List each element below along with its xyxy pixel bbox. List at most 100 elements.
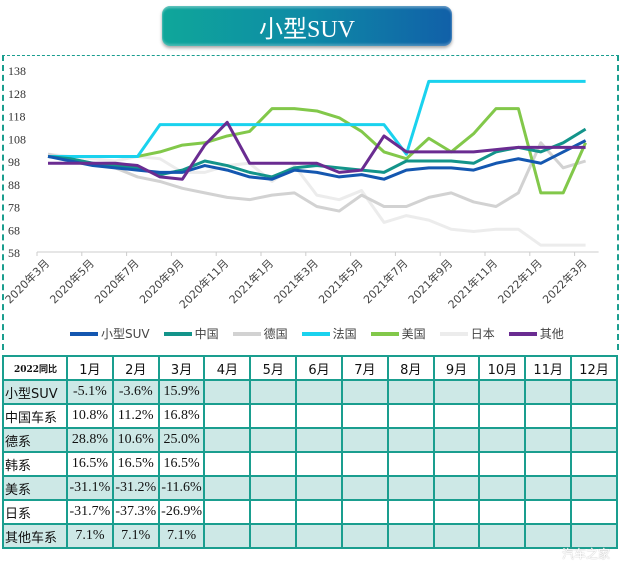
x-tick-label: 2022年3月	[540, 256, 590, 306]
y-tick-label: 138	[8, 64, 26, 78]
legend-item: 小型SUV	[70, 325, 150, 342]
table-row: 韩系 16.5% 16.5% 16.5%	[2, 451, 618, 477]
month-header: 1月	[66, 355, 114, 381]
row-label: 美系	[2, 475, 68, 501]
value-cell: 15.9%	[157, 379, 206, 405]
empty-cell	[249, 427, 298, 453]
table-row: 小型SUV -5.1% -3.6% 15.9%	[2, 379, 618, 405]
value-cell: 10.6%	[111, 427, 160, 453]
empty-cell	[524, 523, 573, 549]
y-tick-label: 78	[8, 201, 20, 215]
empty-cell	[249, 403, 298, 429]
empty-cell	[386, 379, 435, 405]
value-cell: -11.6%	[157, 475, 206, 501]
legend-swatch	[232, 331, 261, 336]
y-tick-label: 128	[8, 87, 26, 101]
value-cell: 16.5%	[111, 451, 160, 477]
table-row: 中国车系 10.8% 11.2% 16.8%	[2, 403, 618, 429]
legend-label: 小型SUV	[101, 327, 150, 341]
empty-cell	[203, 427, 252, 453]
empty-cell	[524, 475, 573, 501]
empty-cell	[203, 499, 252, 525]
table-row: 德系 28.8% 10.6% 25.0%	[2, 427, 618, 453]
month-header: 9月	[432, 355, 481, 381]
empty-cell	[340, 379, 389, 405]
line-chart: 58 68 78 88 98 108 118 128 138 2020年3月2020年5月2020…	[2, 64, 599, 311]
empty-cell	[478, 499, 527, 525]
empty-cell	[203, 523, 252, 549]
empty-cell	[340, 427, 389, 453]
value-cell: -26.9%	[157, 499, 206, 525]
empty-cell	[478, 403, 527, 429]
corner-cell: 2022同比	[2, 355, 68, 381]
empty-cell	[478, 523, 527, 549]
title-banner: 小型SUV	[162, 6, 452, 46]
legend-label: 其他	[539, 327, 564, 341]
empty-cell	[249, 379, 298, 405]
empty-cell	[432, 451, 481, 477]
value-cell: 7.1%	[66, 523, 114, 549]
empty-cell	[570, 523, 618, 549]
x-tick-label: 2021年1月	[226, 256, 276, 306]
row-label: 日系	[2, 499, 68, 525]
legend-item: 日本	[439, 325, 495, 342]
empty-cell	[524, 451, 573, 477]
empty-cell	[432, 427, 481, 453]
value-cell: -37.3%	[111, 499, 160, 525]
y-tick-label: 88	[8, 178, 20, 192]
value-cell: 16.8%	[157, 403, 206, 429]
empty-cell	[524, 379, 573, 405]
empty-cell	[249, 499, 298, 525]
empty-cell	[295, 427, 343, 453]
empty-cell	[478, 427, 527, 453]
x-tick-label: 2020年5月	[47, 256, 97, 306]
value-cell: 16.5%	[157, 451, 206, 477]
empty-cell	[432, 499, 481, 525]
y-tick-label: 108	[8, 132, 26, 146]
legend-swatch	[370, 331, 399, 336]
empty-cell	[340, 403, 389, 429]
empty-cell	[524, 499, 573, 525]
value-cell: -5.1%	[66, 379, 114, 405]
empty-cell	[295, 475, 343, 501]
value-cell: 16.5%	[66, 451, 114, 477]
legend-swatch	[163, 331, 192, 336]
legend-label: 法国	[332, 327, 357, 341]
y-tick-label: 68	[8, 223, 20, 237]
y-tick-label: 98	[8, 155, 20, 169]
table-row: 美系 -31.1% -31.2% -11.6%	[2, 475, 618, 501]
table-row: 日系 -31.7% -37.3% -26.9%	[2, 499, 618, 525]
legend-item: 德国	[232, 325, 288, 342]
value-cell: 11.2%	[111, 403, 160, 429]
empty-cell	[386, 499, 435, 525]
empty-cell	[203, 403, 252, 429]
month-header: 12月	[570, 355, 618, 381]
month-header: 10月	[478, 355, 527, 381]
empty-cell	[295, 499, 343, 525]
legend-label: 美国	[401, 327, 426, 341]
legend-item: 其他	[508, 325, 564, 342]
legend-swatch	[439, 331, 468, 336]
legend-swatch	[508, 331, 537, 336]
legend-label: 德国	[263, 327, 288, 341]
empty-cell	[570, 475, 618, 501]
empty-cell	[249, 523, 298, 549]
month-header: 8月	[386, 355, 435, 381]
x-tick-label: 2020年3月	[2, 256, 52, 306]
empty-cell	[432, 379, 481, 405]
empty-cell	[570, 499, 618, 525]
yoy-table: 2022同比 1月 2月 3月 4月 5月 6月 7月 8月 9月 10月 11月 12月 小型SUV -5…	[2, 355, 618, 549]
value-cell: 7.1%	[157, 523, 206, 549]
chart-legend: 小型SUV 中国 德国 法国 美国 日本 其他	[70, 325, 564, 342]
series-line-中国	[47, 127, 587, 179]
value-cell: -31.2%	[111, 475, 160, 501]
month-header: 11月	[524, 355, 573, 381]
series-line-其他	[48, 120, 586, 181]
table-row: 其他车系 7.1% 7.1% 7.1%	[2, 523, 618, 549]
empty-cell	[340, 499, 389, 525]
empty-cell	[524, 427, 573, 453]
value-cell: -31.1%	[66, 475, 114, 501]
x-tick-label: 2021年3月	[271, 256, 321, 306]
empty-cell	[432, 403, 481, 429]
legend-label: 中国	[194, 327, 219, 341]
